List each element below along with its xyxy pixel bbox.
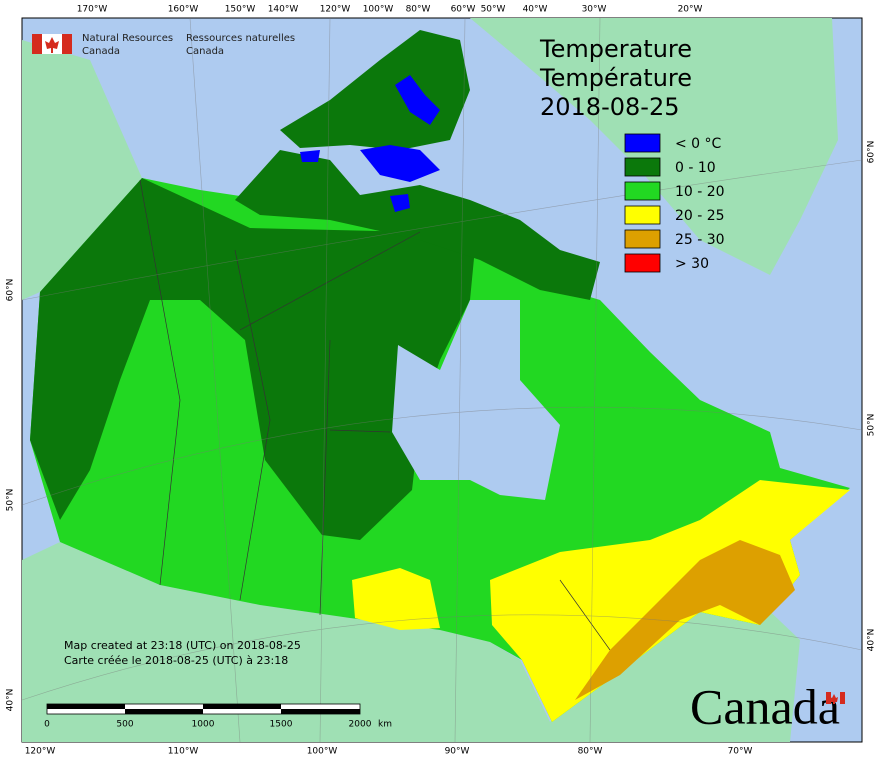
scale-segment (281, 709, 360, 714)
longitude-label: 30°W (582, 5, 607, 15)
legend-swatch (624, 157, 661, 177)
region-arctic-coast (235, 150, 600, 300)
region-ice-cap (395, 75, 440, 125)
maple-leaf (45, 37, 59, 53)
united-states (22, 542, 800, 742)
agency-fr: Ressources naturelles (186, 33, 295, 44)
scale-unit: km (378, 720, 392, 730)
legend: < 0 °C 0 - 10 10 - 20 20 - 25 25 - 30 > 30 (624, 133, 725, 273)
scale-label: 2000 (349, 720, 372, 730)
scale-segment (47, 704, 125, 709)
legend-label: 25 - 30 (675, 232, 725, 248)
latitude-label: 40°N (6, 689, 16, 712)
graticule-labels: 170°W 160°W 150°W 140°W 120°W 100°W 80°W 60°W 50… (6, 5, 877, 757)
longitude-label: 20°W (678, 5, 703, 15)
agency-en: Canada (82, 46, 120, 57)
longitude-label: 150°W (225, 5, 256, 15)
longitude-label: 120°W (25, 747, 56, 757)
legend-swatch (624, 133, 661, 153)
region-ice-cap (390, 194, 410, 212)
hudson-bay (392, 300, 560, 500)
longitude-label: 40°W (523, 5, 548, 15)
title-fr: Température (539, 64, 692, 92)
longitude-label: 70°W (728, 747, 753, 757)
legend-swatch (624, 205, 661, 225)
scale-label: 1000 (192, 720, 215, 730)
latitude-label: 40°N (867, 629, 877, 652)
latitude-label: 60°N (6, 279, 16, 302)
legend-label: 10 - 20 (675, 184, 725, 200)
latitude-label: 50°N (6, 489, 16, 512)
title-en: Temperature (539, 35, 692, 63)
agency-fr: Canada (186, 46, 224, 57)
region-prairie-warm (352, 568, 440, 630)
title-date: 2018-08-25 (540, 93, 679, 121)
note-fr: Carte créée le 2018-08-25 (UTC) à 23:18 (64, 654, 288, 667)
agency-en: Natural Resources (82, 33, 173, 44)
legend-swatch (624, 253, 661, 273)
legend-label: 20 - 25 (675, 208, 725, 224)
longitude-label: 100°W (307, 747, 338, 757)
maple-leaf (830, 694, 838, 704)
longitude-label: 120°W (320, 5, 351, 15)
legend-label: 0 - 10 (675, 160, 716, 176)
longitude-label: 90°W (445, 747, 470, 757)
boundary-lines (139, 179, 611, 651)
longitude-label: 140°W (268, 5, 299, 15)
map-frame (21, 17, 863, 743)
legend-label: > 30 (675, 256, 709, 272)
note-en: Map created at 23:18 (UTC) on 2018-08-25 (64, 639, 301, 652)
longitude-label: 170°W (77, 5, 108, 15)
wordmark-text: Canada (690, 678, 840, 734)
graticule-lines (21, 17, 863, 743)
flag-bar (840, 692, 845, 704)
agency-signature: Natural Resources Canada Ressources natu… (32, 33, 295, 57)
flag-bar (32, 34, 42, 54)
scale-segment (125, 709, 203, 714)
region-east-hot (575, 540, 795, 700)
legend-swatch (624, 181, 661, 201)
canada-wordmark: Canada (690, 678, 845, 734)
legend-swatch (624, 229, 661, 249)
legend-label: < 0 °C (675, 136, 722, 152)
longitude-label: 80°W (578, 747, 603, 757)
longitude-label: 110°W (168, 747, 199, 757)
longitude-label: 100°W (363, 5, 394, 15)
flag-bar (62, 34, 72, 54)
alaska (22, 40, 142, 300)
longitude-label: 160°W (168, 5, 199, 15)
scale-label: 500 (116, 720, 133, 730)
latitude-label: 60°N (867, 141, 877, 164)
latitude-label: 50°N (867, 414, 877, 437)
region-ice-cap (360, 145, 440, 182)
longitude-label: 60°W (451, 5, 476, 15)
longitude-label: 50°W (481, 5, 506, 15)
scale-label: 1500 (270, 720, 293, 730)
region-north-cool (30, 178, 475, 540)
scale-bar: 0 500 1000 1500 2000 km (44, 703, 392, 730)
scale-label: 0 (44, 720, 50, 730)
scale-segment (203, 704, 281, 709)
longitude-label: 80°W (406, 5, 431, 15)
region-ice-cap (300, 150, 320, 162)
flag-bar (826, 692, 831, 704)
